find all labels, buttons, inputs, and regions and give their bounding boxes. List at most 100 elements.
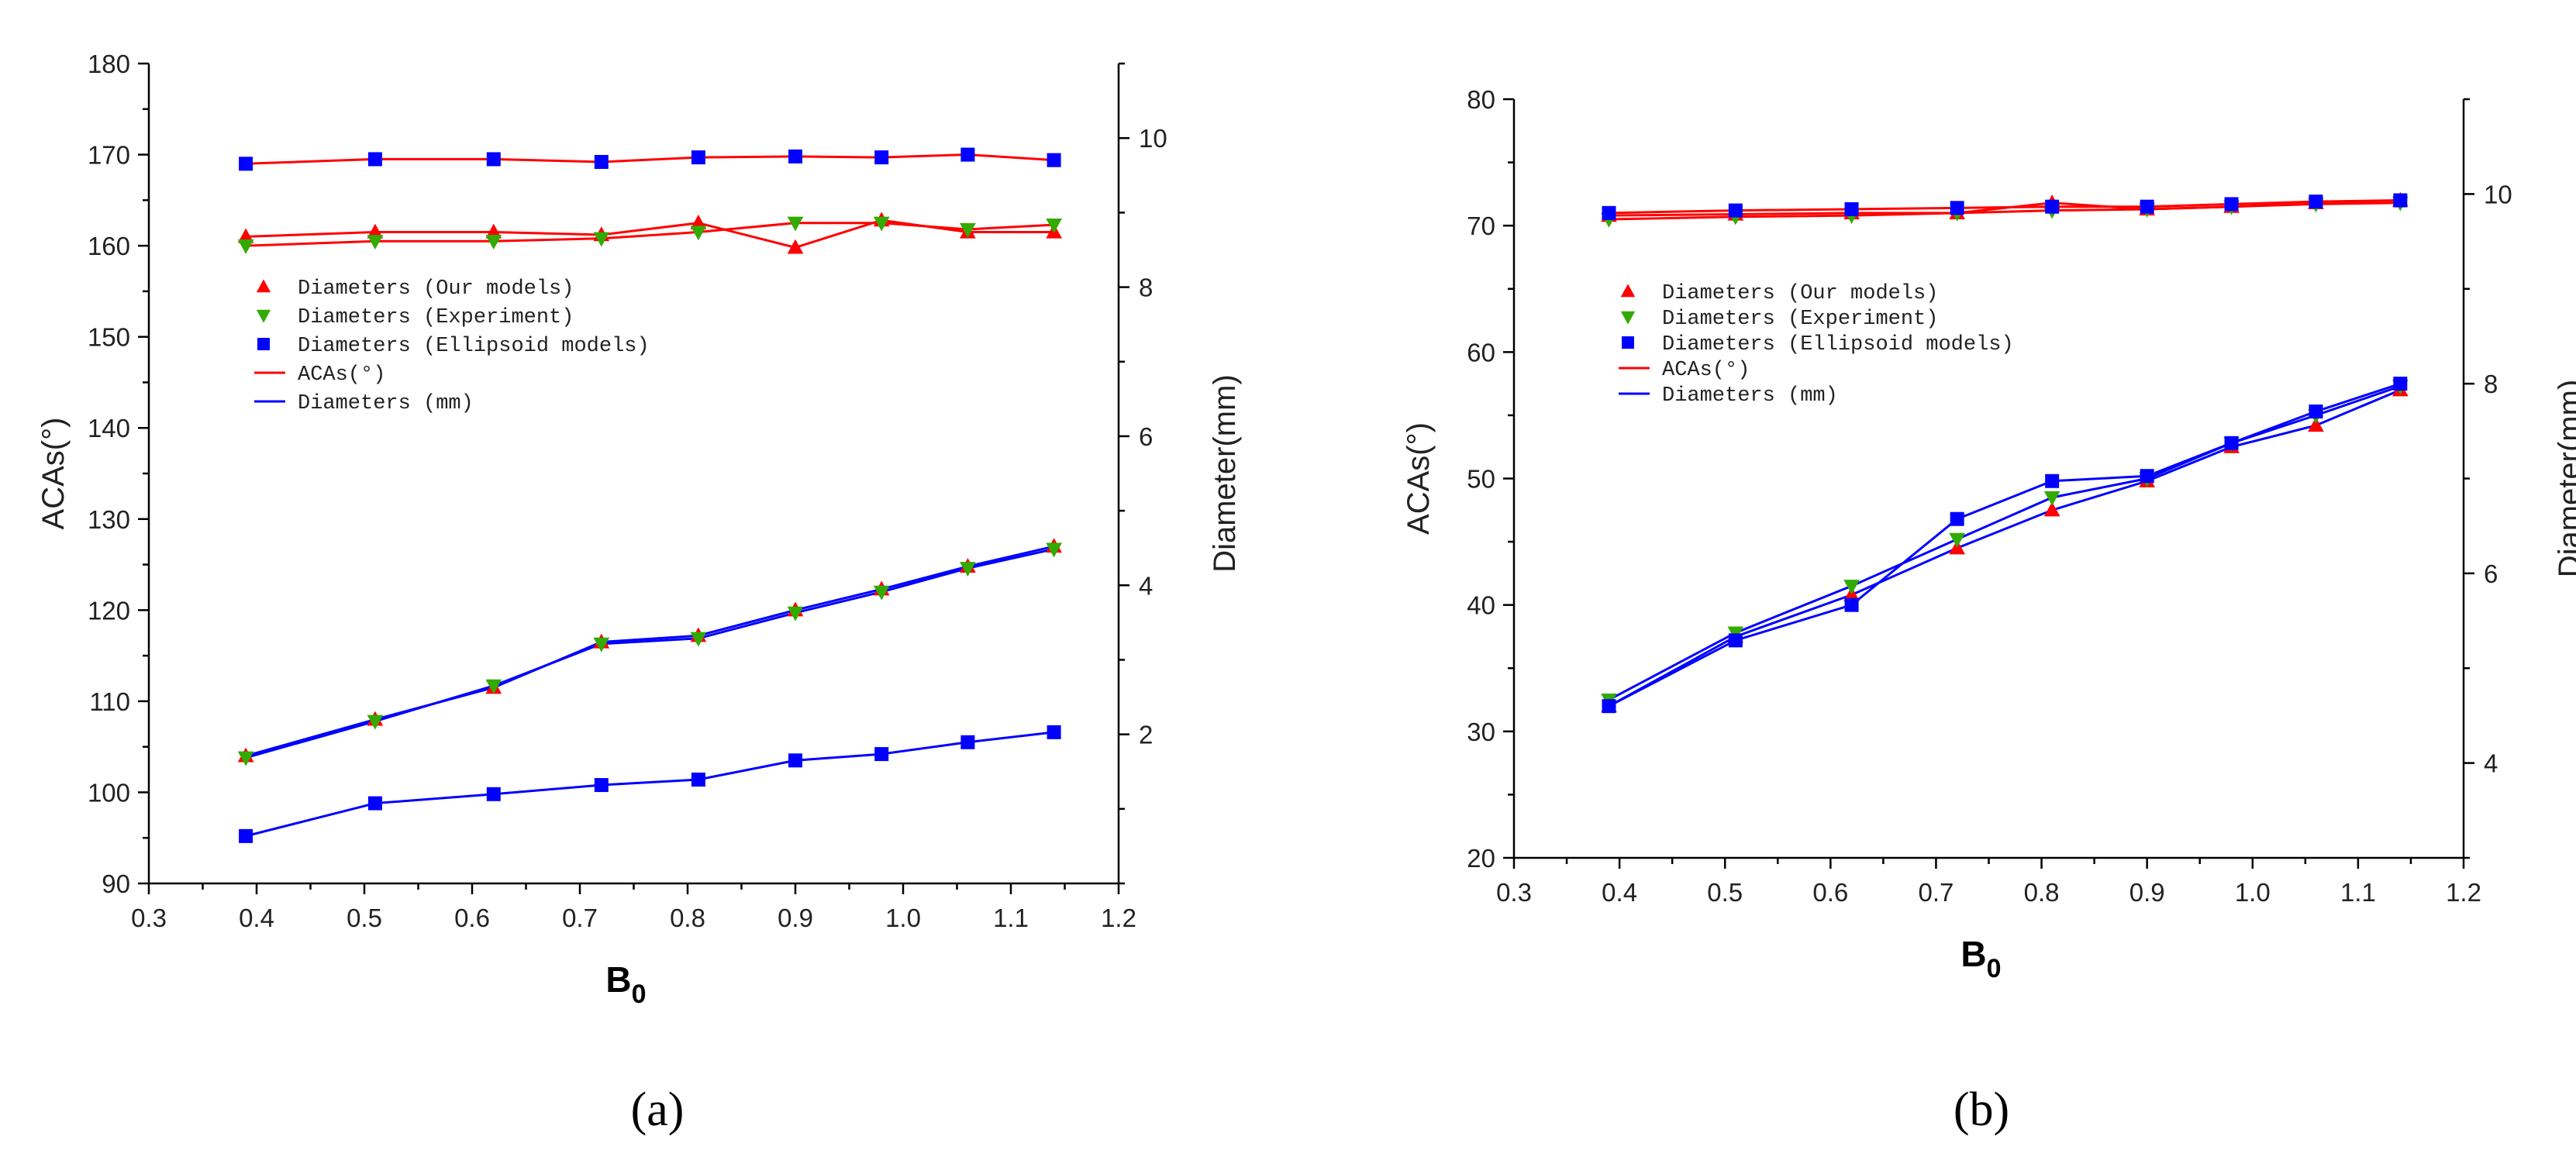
- data-point: [1047, 153, 1061, 167]
- data-point: [485, 235, 502, 250]
- y-axis-label: ACAs(°): [1402, 422, 1436, 535]
- x-axis-label-subscript: 0: [1987, 954, 2002, 983]
- data-point: [593, 637, 610, 652]
- data-point: [2043, 491, 2060, 506]
- data-point: [2140, 469, 2154, 484]
- data-point: [1844, 597, 1859, 612]
- legend-marker: [1622, 336, 1634, 349]
- series-line: [1608, 382, 2401, 708]
- data-point: [1046, 218, 1062, 233]
- x-tick-label: 0.4: [239, 904, 274, 932]
- x-axis-label: B0: [605, 959, 646, 1009]
- x-tick-label: 0.9: [778, 904, 813, 932]
- data-point: [239, 828, 253, 843]
- data-point: [2393, 193, 2408, 208]
- data-point: [1844, 201, 1859, 216]
- data-point: [2045, 199, 2060, 214]
- y2-axis-label: Diameter(mm): [2553, 380, 2576, 578]
- legend-label: ACAs(°): [298, 363, 385, 387]
- data-point: [367, 235, 384, 250]
- y-tick-label: 140: [88, 414, 130, 442]
- data-point: [239, 157, 253, 171]
- y-tick-label: 30: [1467, 718, 1495, 746]
- data-point: [1047, 725, 1061, 739]
- data-point: [2140, 199, 2154, 214]
- data-point: [1950, 201, 1964, 215]
- x-tick-label: 0.5: [1707, 878, 1743, 907]
- x-tick-label: 0.9: [2129, 878, 2165, 907]
- x-tick-label: 0.7: [562, 904, 598, 932]
- x-tick-label: 0.6: [1812, 878, 1848, 907]
- data-point: [485, 223, 502, 239]
- x-axis-label: B0: [1960, 934, 2001, 983]
- series-line: [246, 153, 1054, 165]
- legend-marker: [256, 279, 271, 293]
- y-tick-label: 180: [88, 50, 130, 78]
- legend-label: Diameters (Experiment): [298, 306, 574, 329]
- series-line: [245, 731, 1054, 838]
- panel-label-a: (a): [631, 1083, 685, 1136]
- y2-tick-label: 2: [1139, 721, 1153, 749]
- chart-panel-a: 0.3 0.4 0.5 0.6 0.7 0.8 0.9 1.0 1.1 1.29010011012…: [36, 50, 1242, 1009]
- y-tick-label: 160: [88, 232, 130, 260]
- data-point: [2309, 405, 2323, 419]
- legend-label: Diameters (mm): [298, 392, 474, 415]
- y-tick-label: 120: [88, 596, 130, 625]
- legend-marker: [257, 338, 270, 350]
- y-tick-label: 40: [1467, 591, 1495, 620]
- data-point: [367, 714, 384, 730]
- data-point: [873, 585, 890, 601]
- data-point: [367, 223, 384, 239]
- x-tick-label: 0.6: [454, 904, 490, 932]
- data-point: [486, 152, 501, 167]
- data-point: [690, 632, 707, 647]
- data-point: [2224, 436, 2239, 450]
- x-tick-label: 0.4: [1602, 878, 1637, 907]
- legend-label: Diameters (mm): [1662, 384, 1838, 408]
- x-tick-label: 0.7: [1919, 878, 1954, 907]
- x-axis-label-subscript: 0: [632, 980, 647, 1009]
- data-point: [787, 239, 804, 254]
- legend-label: Diameters (Ellipsoid models): [1662, 333, 2014, 356]
- data-point: [594, 778, 609, 793]
- data-point: [486, 787, 501, 801]
- y-tick-label: 170: [88, 141, 130, 170]
- y-axis-label: ACAs(°): [36, 418, 71, 530]
- x-tick-label: 0.8: [670, 904, 705, 932]
- x-tick-label: 1.0: [2235, 878, 2271, 907]
- series-line: [246, 222, 1054, 247]
- data-point: [2393, 377, 2408, 391]
- y-tick-label: 80: [1467, 85, 1495, 114]
- series-line: [245, 548, 1054, 759]
- panel-label-b: (b): [1954, 1083, 2009, 1136]
- data-point: [787, 216, 804, 232]
- x-tick-label: 1.2: [1101, 904, 1136, 932]
- legend-label: Diameters (Ellipsoid models): [298, 335, 650, 358]
- y2-tick-label: 4: [2484, 749, 2498, 778]
- legend-label: Diameters (Our models): [1662, 282, 1938, 305]
- y2-tick-label: 4: [1139, 571, 1153, 600]
- y2-tick-label: 10: [2484, 180, 2512, 208]
- data-point: [1950, 511, 1964, 526]
- data-point: [1843, 580, 1860, 594]
- data-point: [367, 796, 382, 811]
- y-tick-label: 150: [88, 323, 130, 352]
- data-point: [960, 222, 976, 238]
- chart-panel-b: 0.3 0.4 0.5 0.6 0.7 0.8 0.9 1.0 1.1 1.22030405060…: [1402, 85, 2576, 983]
- y2-tick-label: 8: [2484, 370, 2498, 398]
- data-point: [2308, 417, 2324, 432]
- legend-marker: [256, 309, 271, 323]
- data-point: [237, 228, 254, 243]
- data-point: [2045, 473, 2060, 488]
- data-point: [2043, 501, 2060, 517]
- data-point: [1728, 633, 1743, 648]
- series-line: [246, 219, 1054, 250]
- data-point: [960, 735, 975, 749]
- x-tick-label: 0.5: [347, 904, 382, 932]
- data-point: [874, 150, 889, 165]
- data-point: [1949, 532, 1966, 548]
- y-tick-label: 50: [1467, 465, 1495, 494]
- data-point: [960, 562, 976, 577]
- x-tick-label: 0.3: [1496, 878, 1532, 907]
